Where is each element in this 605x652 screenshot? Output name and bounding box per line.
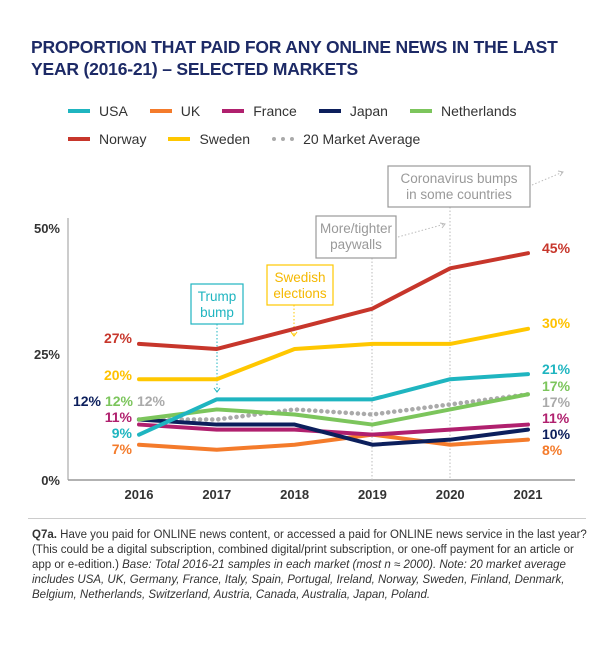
- end-label-france: 11%: [542, 410, 570, 426]
- annotation-more-tighter-arrow: [397, 223, 446, 238]
- start-label-usa: 9%: [112, 425, 133, 441]
- annotation-coronavirus-bumps-text: Coronavirus bumps: [400, 171, 517, 186]
- legend-item-norway: Norway: [68, 131, 146, 147]
- footnote: Q7a. Have you paid for ONLINE news conte…: [32, 528, 592, 603]
- annotation-swedish-arrowhead-icon: [290, 331, 298, 337]
- legend-swatch: [272, 137, 295, 141]
- footnote-note: Base: Total 2016-21 samples in each mark…: [32, 559, 566, 601]
- annotation-coronavirus-bumps-arrow: [531, 171, 564, 186]
- legend-swatch: [68, 109, 90, 113]
- annotation-more-tighter-text: paywalls: [330, 237, 382, 252]
- series-line-netherlands: [137, 392, 530, 427]
- annotation-trump-text: bump: [200, 305, 234, 320]
- series-line-usa: [137, 372, 530, 437]
- legend-row: Norway Sweden 20 Market Average: [68, 125, 588, 153]
- legend-label: France: [253, 103, 297, 119]
- series-line-uk: [137, 432, 530, 452]
- legend-label: USA: [99, 103, 128, 119]
- legend-label: 20 Market Average: [303, 131, 421, 147]
- series-line-norway: [137, 251, 530, 351]
- legend: USA UK France Japan Netherlands Norway Sweden…: [68, 97, 588, 153]
- annotation-trump-box: [190, 283, 244, 325]
- legend-row: USA UK France Japan Netherlands: [68, 97, 588, 125]
- end-label-sweden: 30%: [542, 315, 571, 331]
- annotation-coronavirus-bumps-arrowhead-icon: [557, 170, 564, 177]
- legend-label: Sweden: [199, 131, 251, 147]
- start-label-norway: 27%: [104, 330, 133, 346]
- legend-item-usa: USA: [68, 103, 128, 119]
- annotation-swedish-text: Swedish: [274, 270, 325, 285]
- x-tick-label: 2020: [436, 487, 465, 502]
- x-tick-label: 2021: [514, 487, 543, 502]
- series-line-20-market-average: [136, 392, 531, 422]
- end-label-20-market-average: 17%: [542, 394, 571, 410]
- legend-swatch: [222, 109, 245, 113]
- legend-item-japan: Japan: [318, 103, 388, 119]
- legend-swatch: [409, 109, 432, 113]
- legend-swatch: [68, 137, 90, 141]
- legend-swatch: [149, 109, 172, 113]
- legend-label: Norway: [99, 131, 147, 147]
- annotation-swedish-box: [266, 264, 334, 306]
- x-tick-label: 2019: [358, 487, 387, 502]
- annotation-trump-text: Trump: [198, 289, 237, 304]
- annotation-more-tighter-text: More/tighter: [320, 221, 393, 236]
- legend-swatch: [318, 109, 341, 113]
- annotation-coronavirus-bumps-box: [387, 165, 531, 208]
- x-tick-label: 2017: [202, 487, 231, 502]
- series-line-france: [137, 422, 530, 437]
- annotation-coronavirus-bumps-text: in some countries: [406, 187, 512, 202]
- legend-item-sweden: Sweden: [168, 131, 250, 147]
- start-label-france: 11%: [105, 409, 133, 425]
- legend-item-20-market-average: 20 Market Average: [272, 131, 420, 147]
- legend-item-netherlands: Netherlands: [409, 103, 517, 119]
- annotation-more-tighter-box: [315, 215, 397, 259]
- end-label-netherlands: 17%: [542, 378, 571, 394]
- end-label-norway: 45%: [542, 240, 571, 256]
- start-label-uk: 7%: [112, 441, 133, 457]
- y-tick-label: 25%: [34, 347, 60, 362]
- footnote-question-label: Q7a.: [32, 529, 57, 541]
- start-label-sweden: 20%: [104, 367, 133, 383]
- footnote-question: Have you paid for ONLINE news content, o…: [32, 529, 587, 571]
- annotation-more-tighter-arrowhead-icon: [439, 222, 446, 229]
- x-tick-label: 2016: [125, 487, 154, 502]
- start-label-japan: 12%: [73, 393, 102, 409]
- chart-title: PROPORTION THAT PAID FOR ANY ONLINE NEWS…: [31, 37, 558, 79]
- legend-label: UK: [180, 103, 201, 119]
- x-tick-label: 2018: [280, 487, 309, 502]
- legend-swatch: [168, 137, 191, 141]
- y-tick-label: 0%: [41, 473, 60, 488]
- end-label-usa: 21%: [542, 361, 571, 377]
- annotation-swedish-text: elections: [273, 286, 327, 301]
- start-label-netherlands: 12%: [105, 393, 134, 409]
- legend-label: Netherlands: [440, 103, 517, 119]
- legend-item-france: France: [222, 103, 297, 119]
- annotation-trump-arrowhead-icon: [213, 387, 221, 393]
- end-label-japan: 10%: [542, 426, 571, 442]
- series-line-sweden: [137, 326, 530, 382]
- series-line-japan: [137, 417, 530, 447]
- end-label-uk: 8%: [542, 442, 563, 458]
- y-tick-label: 50%: [34, 221, 60, 236]
- divider: [28, 518, 586, 519]
- legend-label: Japan: [349, 103, 388, 119]
- start-label-20-market-average: 12%: [137, 393, 166, 409]
- legend-item-uk: UK: [149, 103, 201, 119]
